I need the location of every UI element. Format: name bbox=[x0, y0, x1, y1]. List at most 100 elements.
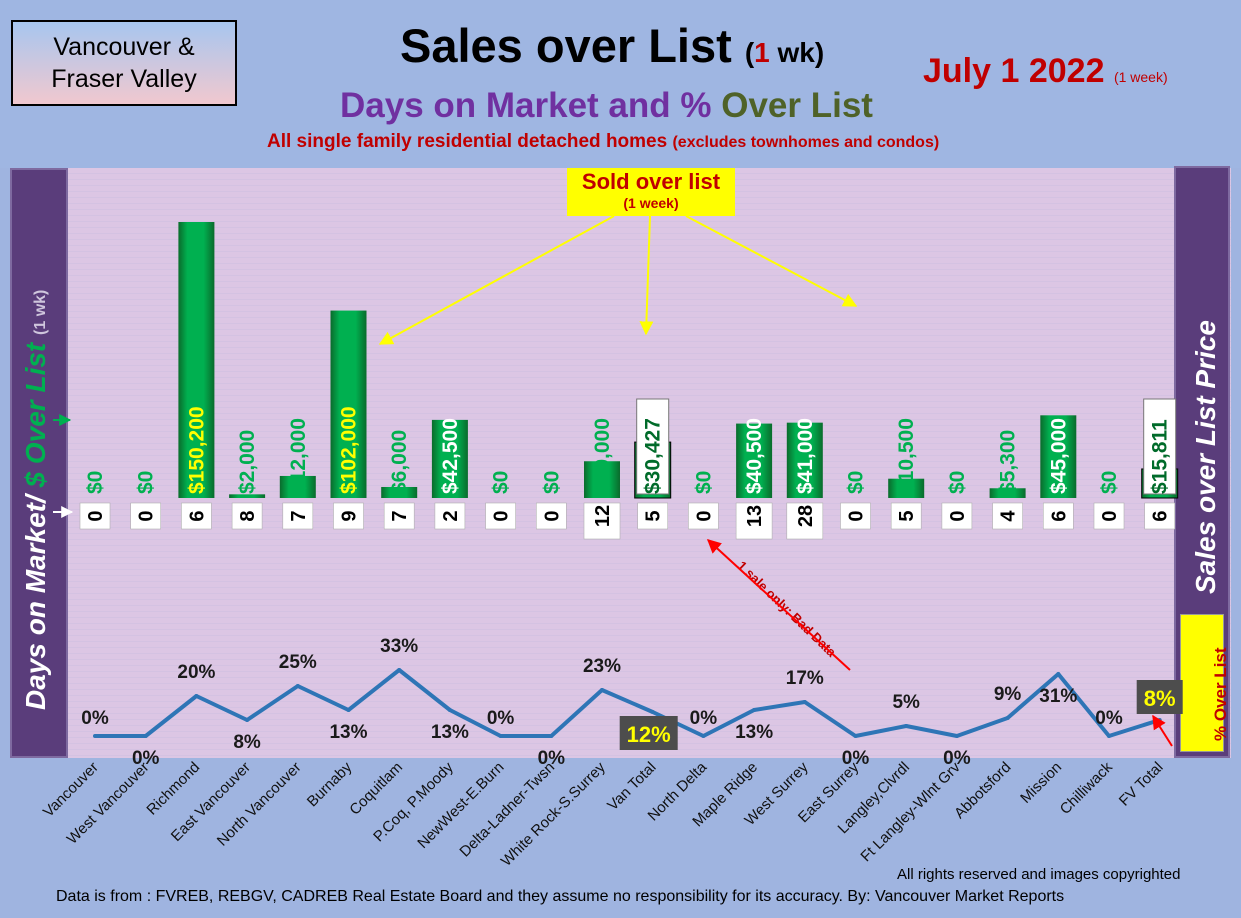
sales-value-label: $0 bbox=[845, 471, 868, 494]
pct-over-list-point bbox=[600, 688, 604, 692]
days-on-market-box bbox=[583, 502, 621, 540]
title-paren: (1 wk) bbox=[745, 37, 824, 68]
sales-label-bg bbox=[636, 398, 670, 495]
pct-over-list-label: 31% bbox=[1039, 686, 1077, 707]
subtitle-part2: Over List bbox=[721, 86, 873, 125]
days-on-market-box bbox=[1093, 502, 1125, 530]
days-on-market-box bbox=[434, 502, 466, 530]
sales-value-label: $0 bbox=[540, 471, 563, 494]
pct-over-list-label: 9% bbox=[994, 684, 1022, 705]
days-on-market-box bbox=[485, 502, 516, 530]
days-on-market-label: 2 bbox=[440, 510, 462, 521]
pct-over-list-label: 0% bbox=[132, 748, 160, 769]
logo-line-2: Fraser Valley bbox=[51, 65, 197, 93]
days-on-market-box bbox=[130, 502, 161, 530]
days-on-market-box bbox=[735, 502, 773, 540]
annotation-arrows-group bbox=[53, 215, 1173, 747]
report-date: July 1 2022 (1 week) bbox=[923, 52, 1168, 91]
pct-over-list-label: 20% bbox=[177, 662, 215, 683]
pct-over-list-line bbox=[95, 668, 1161, 738]
days-on-market-box bbox=[383, 502, 415, 530]
sold-over-list-text: Sold over list bbox=[581, 169, 721, 194]
chart-subtitle: Days on Market and % Over List bbox=[340, 86, 873, 126]
pct-total-label: 8% bbox=[1144, 686, 1176, 711]
rights-footer: All rights reserved and images copyright… bbox=[897, 866, 1181, 883]
sales-bar bbox=[229, 494, 266, 498]
pct-total-label: 12% bbox=[627, 722, 671, 747]
pct-over-list-label: 0% bbox=[81, 708, 109, 729]
pct-over-list-point bbox=[802, 700, 807, 704]
title-main: Sales over List bbox=[400, 19, 732, 72]
days-on-market-label: 8 bbox=[237, 510, 259, 521]
days-on-market-label: 0 bbox=[541, 510, 563, 521]
days-on-market-box bbox=[79, 502, 111, 530]
pct-over-list-point bbox=[853, 734, 858, 738]
days-on-market-label: 6 bbox=[1150, 510, 1172, 521]
days-on-market-label: 5 bbox=[643, 510, 665, 521]
days-on-market-box bbox=[333, 502, 364, 530]
sales-value-label: $150,200 bbox=[185, 406, 208, 494]
sales-value-label: $2,000 bbox=[236, 430, 259, 494]
pct-over-list-point bbox=[1056, 672, 1061, 676]
sold-arrow-left bbox=[378, 215, 615, 345]
days-on-market-label: 7 bbox=[288, 510, 310, 521]
title-paren-close: wk) bbox=[769, 37, 825, 68]
chart-title: Sales over List (1 wk) bbox=[400, 18, 824, 73]
days-on-market-box bbox=[282, 502, 314, 530]
days-on-market-box bbox=[992, 502, 1023, 530]
sales-bar bbox=[989, 488, 1026, 498]
date-main: July 1 2022 bbox=[923, 52, 1105, 90]
sales-bar bbox=[786, 422, 823, 498]
days-on-market-box bbox=[1144, 502, 1175, 530]
days-on-market-label: 13 bbox=[744, 505, 766, 527]
sales-value-label: $0 bbox=[946, 471, 969, 494]
sales-value-label: $102,000 bbox=[338, 406, 361, 494]
pct-total-highlight-bg bbox=[1136, 680, 1183, 714]
category-tick-label: FV Total bbox=[1116, 759, 1167, 810]
pct-over-list-point bbox=[701, 734, 706, 738]
days-on-market-box bbox=[890, 502, 922, 530]
pct-over-list-label: 13% bbox=[431, 722, 469, 743]
days-on-market-label: 0 bbox=[846, 510, 868, 521]
pct-over-list-point bbox=[904, 724, 909, 728]
pct-over-list-point bbox=[295, 684, 300, 688]
sold-over-list-subtext: (1 week) bbox=[623, 195, 679, 211]
pct-over-list-label: 23% bbox=[583, 656, 621, 677]
sold-arrow-middle bbox=[639, 215, 654, 336]
pct-over-list-point bbox=[346, 708, 351, 712]
pct-over-list-label: 13% bbox=[329, 722, 367, 743]
pct-total-highlight-bg bbox=[619, 716, 678, 750]
pct-over-list-label: 0% bbox=[943, 748, 971, 769]
sales-bar bbox=[178, 222, 215, 498]
days-on-market-box bbox=[688, 502, 719, 530]
sales-value-label: $0 bbox=[490, 471, 513, 494]
pct-over-list-label: 5% bbox=[892, 692, 920, 713]
sales-bars-group: $0 $0 $150,200 $2,000 $12,000 $102,000 $6,000 $… bbox=[84, 222, 1179, 499]
days-on-market-group: 0 0 6 8 7 9 7 2 0 0 12 5 0 13 28 0 5 0 4 6 0 6 bbox=[79, 502, 1175, 540]
days-on-market-label: 12 bbox=[592, 505, 614, 527]
note-small: (excludes townhomes and condos) bbox=[672, 134, 940, 151]
pct-over-list-label: 17% bbox=[786, 668, 824, 689]
pct-over-list-point bbox=[397, 668, 402, 672]
days-on-market-label: 9 bbox=[339, 510, 361, 521]
pct-over-list-label: 25% bbox=[279, 652, 317, 673]
pct-over-list-point bbox=[549, 734, 554, 738]
pct-over-list-label: 0% bbox=[842, 748, 870, 769]
sales-value-label: $0 bbox=[1098, 471, 1121, 494]
sales-value-label: $6,000 bbox=[388, 430, 411, 494]
pct-over-list-label: 13% bbox=[735, 722, 773, 743]
title-paren-open: ( bbox=[744, 37, 755, 68]
days-on-market-label: 6 bbox=[1048, 510, 1070, 521]
days-on-market-box bbox=[231, 502, 263, 530]
sales-value-label: $15,811 bbox=[1149, 419, 1172, 494]
pct-over-list-label: 33% bbox=[380, 636, 418, 657]
days-on-market-label: 0 bbox=[85, 510, 107, 521]
days-on-market-label: 0 bbox=[693, 510, 715, 521]
pct-over-list-label: 0% bbox=[690, 708, 718, 729]
days-on-market-box bbox=[181, 502, 212, 530]
pct-over-list-point bbox=[1005, 716, 1010, 720]
sales-bar bbox=[279, 475, 316, 498]
days-on-market-label: 4 bbox=[998, 510, 1020, 522]
